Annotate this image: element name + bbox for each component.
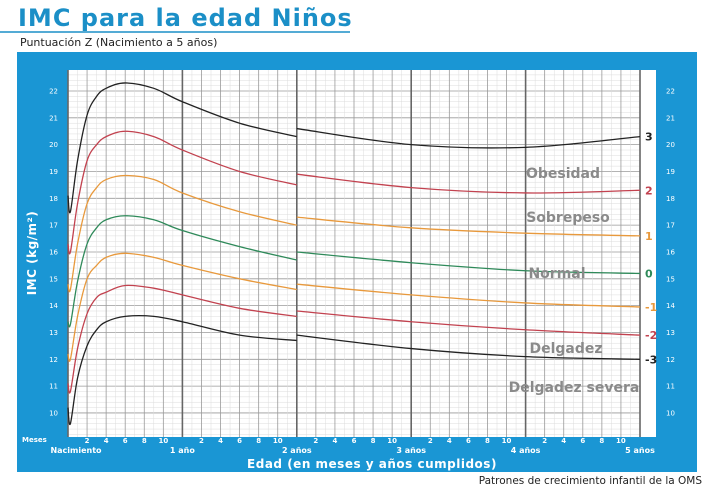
x-year-label: 1 año bbox=[170, 446, 195, 455]
months-label: Meses bbox=[22, 436, 47, 444]
x-year-label: Nacimiento bbox=[50, 446, 102, 455]
y-tick-left: 13 bbox=[49, 329, 58, 337]
y-tick-right: 18 bbox=[666, 195, 675, 203]
zscore-curve-2-child bbox=[296, 173, 641, 194]
y-tick-left: 22 bbox=[49, 88, 58, 96]
y-tick-right: 14 bbox=[666, 302, 675, 310]
y-tick-left: 19 bbox=[49, 168, 58, 176]
footer-source: Patrones de crecimiento infantil de la O… bbox=[479, 475, 703, 487]
x-year-label: 4 años bbox=[511, 446, 541, 455]
y-tick-left: 17 bbox=[49, 222, 58, 230]
y-tick-right: 17 bbox=[666, 222, 675, 230]
category-label: Normal bbox=[528, 266, 585, 282]
zscore-curve--2-infant bbox=[67, 284, 297, 394]
x-tick-month: 10 bbox=[387, 437, 397, 445]
zscore-label-2: 2 bbox=[645, 184, 653, 197]
y-tick-right: 10 bbox=[666, 409, 675, 417]
y-tick-right: 13 bbox=[666, 329, 675, 337]
y-tick-left: 10 bbox=[49, 409, 58, 417]
y-tick-left: 14 bbox=[49, 302, 58, 310]
zscore-curve--1-child bbox=[296, 283, 641, 308]
x-tick-month: 8 bbox=[142, 437, 147, 445]
zscore-label-0: 0 bbox=[645, 267, 653, 280]
x-tick-month: 4 bbox=[447, 437, 452, 445]
zscore-label--2: -2 bbox=[645, 329, 657, 342]
y-tick-right: 11 bbox=[666, 383, 675, 391]
zscore-label-1: 1 bbox=[645, 230, 653, 243]
x-tick-month: 2 bbox=[313, 437, 318, 445]
x-tick-month: 2 bbox=[199, 437, 204, 445]
zscore-curve-2-infant bbox=[67, 130, 297, 255]
chart-subtitle: Puntuación Z (Nacimiento a 5 años) bbox=[20, 36, 217, 49]
x-tick-month: 6 bbox=[466, 437, 471, 445]
x-tick-month: 6 bbox=[580, 437, 585, 445]
zscore-curve-0-child bbox=[296, 251, 641, 275]
zscore-label--1: -1 bbox=[645, 301, 657, 314]
y-tick-left: 20 bbox=[49, 141, 58, 149]
x-tick-month: 8 bbox=[256, 437, 261, 445]
chart-title: IMC para la edad Niños bbox=[18, 4, 353, 32]
zscore-curve-3-child bbox=[296, 127, 641, 149]
x-tick-month: 10 bbox=[158, 437, 168, 445]
y-axis-title: IMC (kg/m²) bbox=[25, 211, 39, 296]
category-label: Delgadez bbox=[529, 341, 602, 357]
y-tick-left: 21 bbox=[49, 114, 58, 122]
x-tick-month: 4 bbox=[104, 437, 109, 445]
x-tick-month: 10 bbox=[273, 437, 283, 445]
zscore-curve--1-infant bbox=[67, 252, 297, 362]
x-tick-month: 10 bbox=[502, 437, 512, 445]
y-tick-right: 16 bbox=[666, 248, 675, 256]
x-tick-month: 6 bbox=[352, 437, 357, 445]
y-tick-right: 22 bbox=[666, 88, 675, 96]
x-axis-title: Edad (en meses y años cumplidos) bbox=[247, 457, 497, 471]
x-tick-month: 10 bbox=[616, 437, 626, 445]
y-tick-left: 12 bbox=[49, 356, 58, 364]
category-label: Delgadez severa bbox=[509, 380, 640, 396]
zscore-curve--2-child bbox=[296, 310, 641, 336]
y-tick-left: 18 bbox=[49, 195, 58, 203]
category-label: Sobrepeso bbox=[526, 210, 610, 226]
y-tick-right: 12 bbox=[666, 356, 675, 364]
y-tick-right: 15 bbox=[666, 275, 675, 283]
zscore-curve--3-child bbox=[296, 334, 641, 360]
category-label: Obesidad bbox=[526, 166, 600, 182]
x-tick-month: 8 bbox=[371, 437, 376, 445]
y-tick-right: 20 bbox=[666, 141, 675, 149]
zscore-curve-3-infant bbox=[67, 82, 297, 214]
x-tick-month: 4 bbox=[332, 437, 337, 445]
y-tick-left: 11 bbox=[49, 383, 58, 391]
y-tick-right: 21 bbox=[666, 114, 675, 122]
curves bbox=[67, 82, 641, 426]
zscore-curve-0-infant bbox=[67, 215, 297, 328]
y-tick-left: 15 bbox=[49, 275, 58, 283]
x-tick-month: 2 bbox=[428, 437, 433, 445]
grid bbox=[67, 70, 641, 437]
zscore-curve--3-infant bbox=[67, 315, 297, 426]
zscore-label-3: 3 bbox=[645, 131, 653, 144]
zscore-curve-1-child bbox=[296, 216, 641, 237]
x-tick-month: 8 bbox=[599, 437, 604, 445]
y-tick-right: 19 bbox=[666, 168, 675, 176]
x-tick-month: 2 bbox=[542, 437, 547, 445]
x-tick-month: 4 bbox=[218, 437, 223, 445]
x-tick-month: 6 bbox=[123, 437, 128, 445]
zscore-label--3: -3 bbox=[645, 353, 657, 366]
zscore-curve-1-infant bbox=[67, 174, 297, 293]
x-year-label: 5 años bbox=[625, 446, 655, 455]
x-tick-month: 6 bbox=[237, 437, 242, 445]
y-tick-left: 16 bbox=[49, 248, 58, 256]
x-year-label: 2 años bbox=[282, 446, 312, 455]
x-year-label: 3 años bbox=[396, 446, 426, 455]
x-tick-month: 4 bbox=[561, 437, 566, 445]
x-tick-month: 2 bbox=[85, 437, 90, 445]
x-tick-month: 8 bbox=[485, 437, 490, 445]
plot-area bbox=[68, 70, 656, 437]
